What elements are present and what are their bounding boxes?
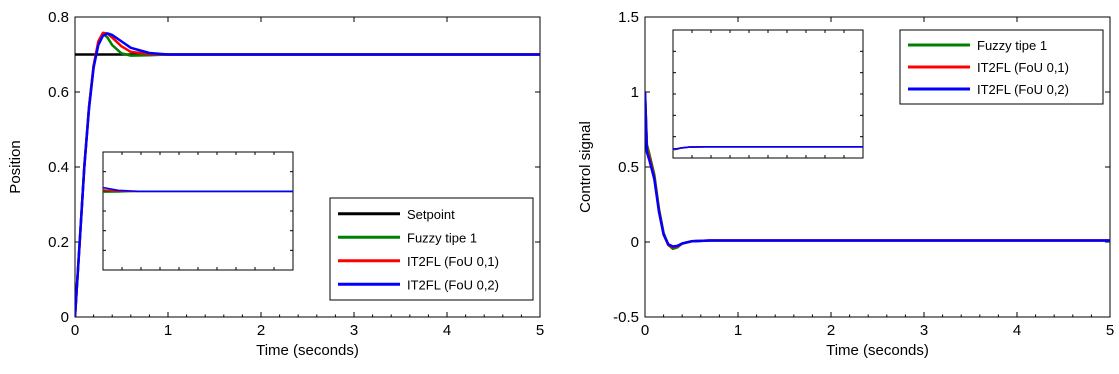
y-tick-label: 0.6: [48, 84, 69, 101]
inset-box: [672, 29, 864, 159]
x-tick-label: 1: [734, 322, 742, 339]
x-tick-label: 0: [71, 322, 79, 339]
x-tick-label: 3: [920, 322, 928, 339]
y-tick-label: 1: [631, 84, 639, 101]
inset-series-group: [673, 146, 863, 151]
legend-label: IT2FL (FoU 0,2): [977, 82, 1069, 97]
inset-series-line: [103, 186, 293, 193]
chart-position: 0 1 2 3 4 5 0 0.2 0.4 0.6 0.8 Time (seconds) Positio…: [7, 9, 544, 359]
y-tick-label: 0: [61, 309, 69, 326]
x-axis-label: Time (seconds): [256, 342, 359, 359]
legend-label: IT2FL (FoU 0,1): [977, 60, 1069, 75]
x-tick-label: 4: [443, 322, 451, 339]
x-tick-label: 5: [536, 322, 544, 339]
legend-label: Setpoint: [407, 207, 455, 222]
x-tick-label: 3: [350, 322, 358, 339]
inset-box: [102, 151, 294, 271]
y-tick-label: 0.2: [48, 234, 69, 251]
series-line: [645, 91, 1110, 248]
x-axis-label: Time (seconds): [826, 342, 929, 359]
legend-label: Fuzzy tipe 1: [977, 38, 1047, 53]
x-tick-label: 2: [257, 322, 265, 339]
x-tick-label: 5: [1106, 322, 1114, 339]
x-tick-label: 4: [1013, 322, 1021, 339]
x-tick-label: 0: [641, 322, 649, 339]
y-tick-label: 0.8: [48, 9, 69, 26]
legend-label: IT2FL (FoU 0,1): [407, 254, 499, 269]
y-tick-label: -0.5: [613, 309, 639, 326]
x-tick-label: 1: [164, 322, 172, 339]
series-group: [645, 91, 1110, 251]
series-line: [75, 32, 540, 317]
y-tick-label: 1.5: [618, 9, 639, 26]
inset-series-group: [103, 186, 293, 193]
y-tick-label: 0.4: [48, 159, 69, 176]
y-axis-label: Control signal: [577, 121, 594, 213]
inset-series-line: [673, 146, 863, 150]
y-tick-label: 0.5: [618, 159, 639, 176]
y-tick-label: 0: [631, 234, 639, 251]
y-axis-label: Position: [7, 140, 24, 193]
legend-label: IT2FL (FoU 0,2): [407, 277, 499, 292]
series-group: [75, 31, 540, 317]
x-tick-label: 2: [827, 322, 835, 339]
inset-series-line: [103, 190, 293, 193]
inset-series-line: [103, 189, 293, 193]
legend-label: Fuzzy tipe 1: [407, 230, 477, 245]
